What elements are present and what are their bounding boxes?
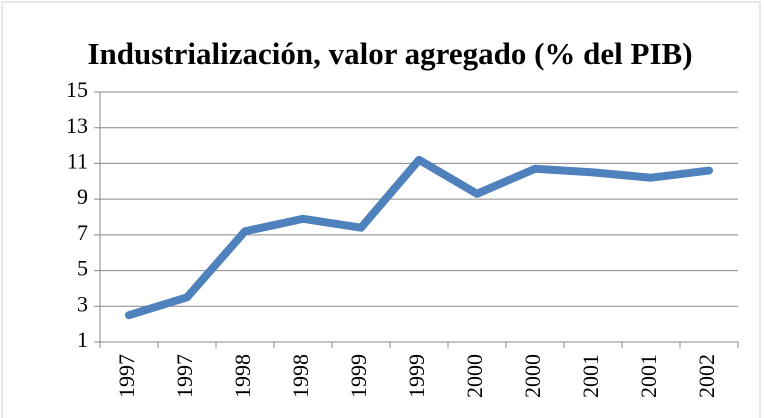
- chart-title: Industrialización, valor agregado (% del…: [87, 36, 693, 71]
- y-tick-label: 1: [77, 327, 88, 352]
- x-tick-label: 2000: [462, 354, 487, 398]
- x-tick-label: 1997: [172, 354, 197, 398]
- y-tick-label: 11: [67, 148, 88, 173]
- x-tick-label: 2001: [578, 354, 603, 398]
- x-tick-label: 1997: [114, 354, 139, 398]
- x-tick-label: 2002: [694, 354, 719, 398]
- x-tick-label: 1998: [288, 354, 313, 398]
- data-line: [125, 155, 713, 320]
- y-tick-label: 15: [66, 77, 88, 102]
- y-tick-label: 5: [77, 256, 88, 281]
- y-tick-label: 13: [66, 113, 88, 138]
- y-tick-label: 3: [77, 291, 88, 316]
- y-tick-label: 7: [77, 220, 88, 245]
- x-tick-label: 1999: [404, 354, 429, 398]
- x-tick-label: 1999: [346, 354, 371, 398]
- x-tick-label: 1998: [230, 354, 255, 398]
- x-tick-label: 2000: [520, 354, 545, 398]
- y-tick-label: 9: [77, 184, 88, 209]
- x-tick-label: 2001: [636, 354, 661, 398]
